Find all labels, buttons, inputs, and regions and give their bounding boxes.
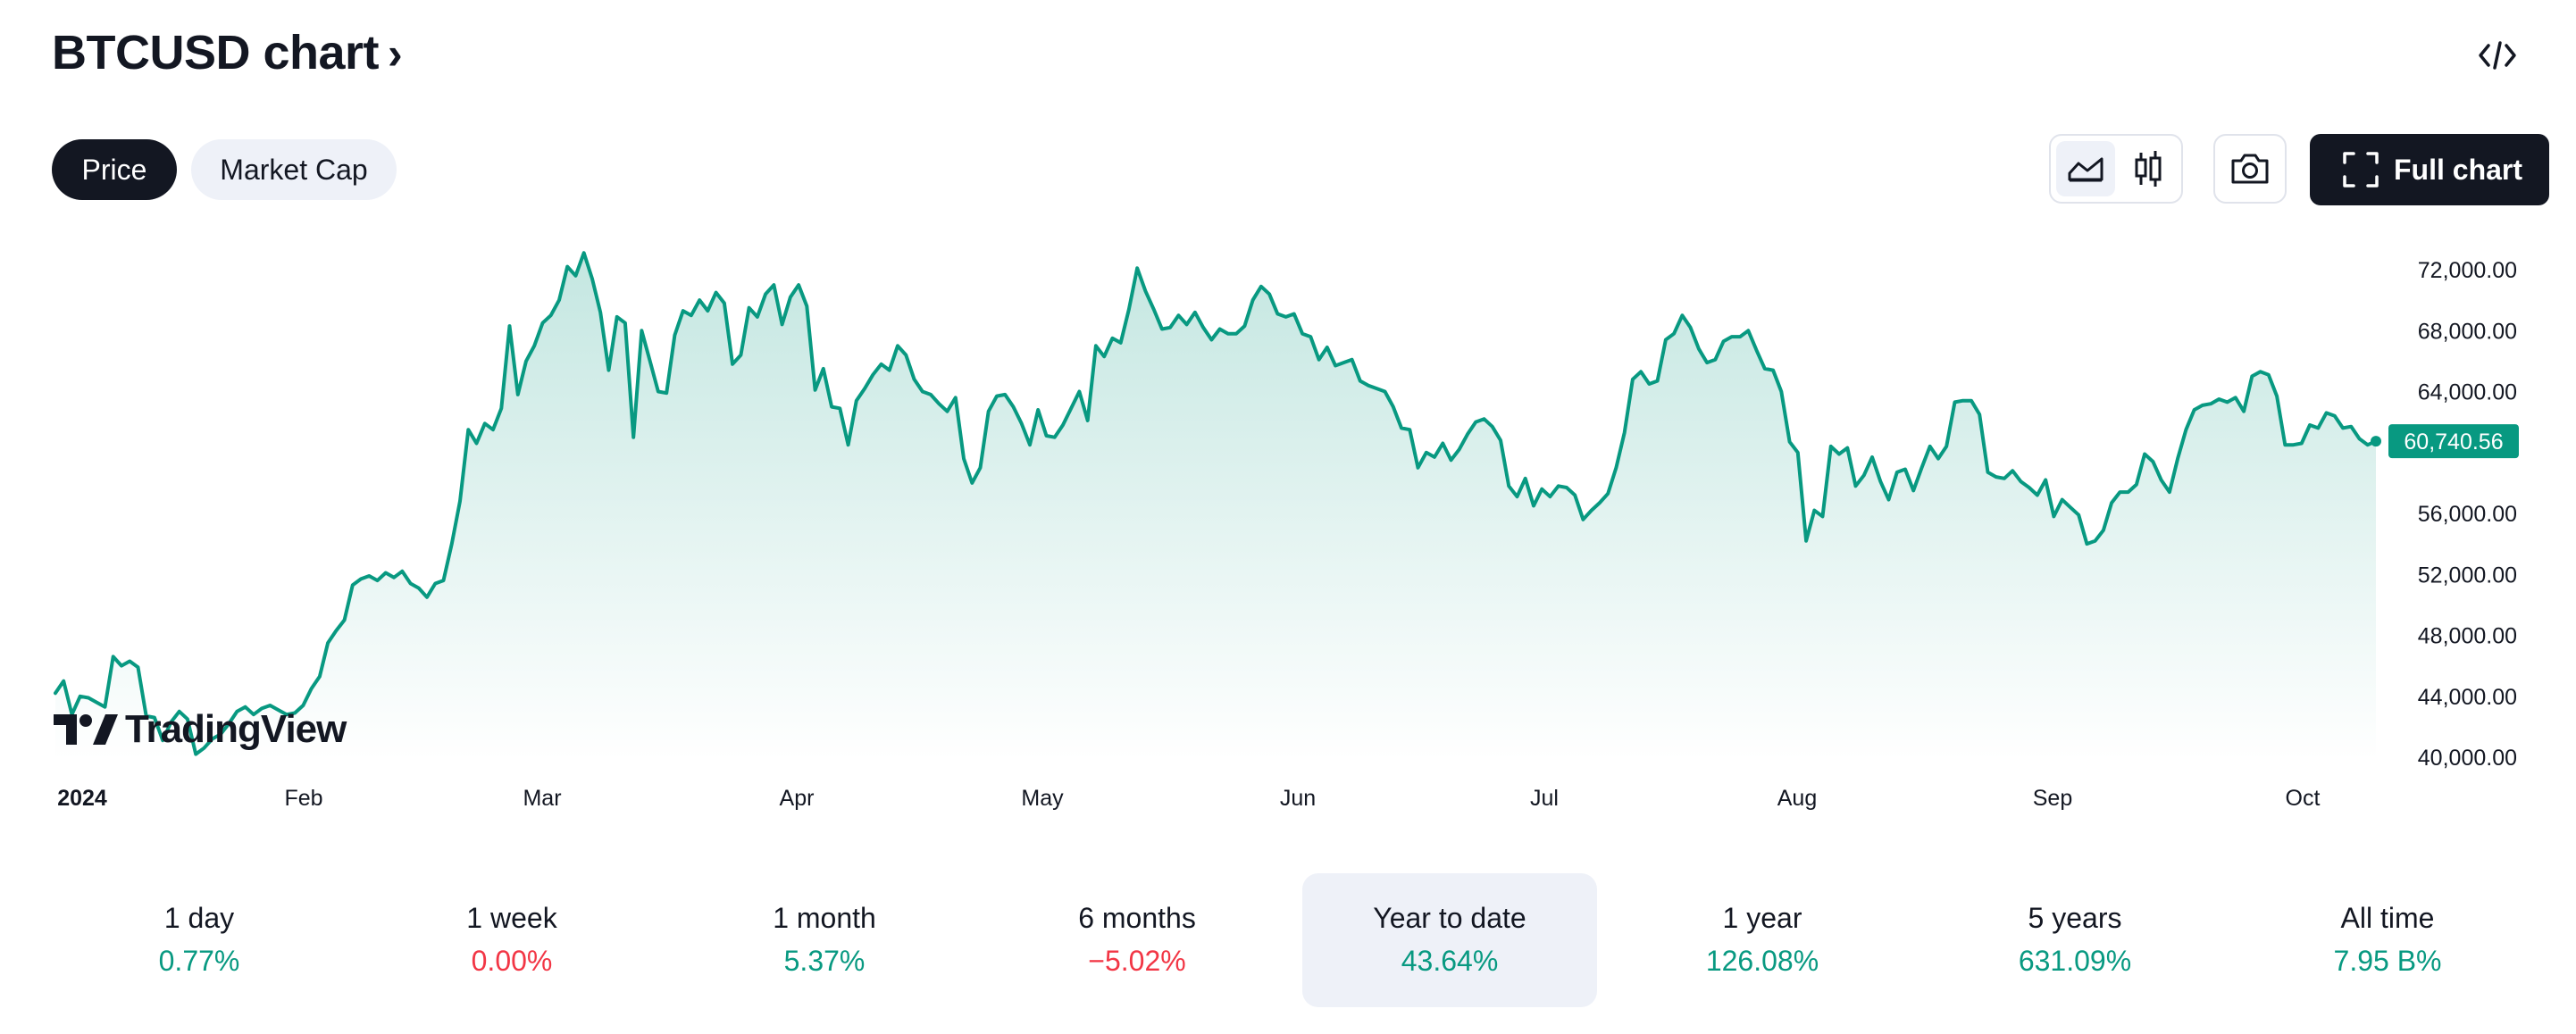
period-change: 0.00% [471,945,553,977]
y-tick-label: 72,000.00 [2418,258,2517,283]
period-1-week[interactable]: 1 week 0.00% [364,873,659,1007]
candlestick-icon[interactable] [2119,141,2178,196]
period-change: 126.08% [1705,945,1819,977]
period-label: All time [2340,902,2435,934]
period-change: −5.02% [1088,945,1186,977]
x-tick-label: Feb [284,786,322,811]
performance-periods: 1 day 0.77% 1 week 0.00% 1 month 5.37% 6… [52,873,2553,1007]
period-change: 0.77% [158,945,240,977]
page-title[interactable]: BTCUSD chart › [52,25,403,80]
last-price-dot [2371,436,2381,447]
x-tick-label: Oct [2286,786,2321,811]
tab-price-label: Price [81,153,147,186]
period-change: 7.95 B% [2333,945,2442,977]
full-chart-label: Full chart [2394,153,2523,186]
tab-market-cap[interactable]: Market Cap [191,139,397,200]
period-label: 1 year [1722,902,1802,934]
tradingview-logo[interactable]: TradingView [54,707,348,751]
price-area-fill [55,253,2376,761]
period-change: 43.64% [1401,945,1499,977]
x-tick-label: Aug [1777,786,1817,811]
period-6-months[interactable]: 6 months −5.02% [990,873,1284,1007]
period-label: Year to date [1373,902,1526,934]
period-label: 5 years [2028,902,2122,934]
y-axis: 72,000.00 68,000.00 64,000.00 56,000.00 52,0… [2418,258,2517,771]
last-price-label: 60,740.56 [2404,429,2503,454]
fullscreen-icon [2342,151,2379,188]
price-line [54,251,2378,756]
period-year-to-date[interactable]: Year to date 43.64% [1302,873,1597,1007]
y-tick-label: 44,000.00 [2418,685,2517,710]
code-brackets-icon[interactable] [2472,34,2522,77]
x-tick-label: Jul [1530,786,1559,811]
x-tick-label: Mar [523,786,561,811]
period-5-years[interactable]: 5 years 631.09% [1928,873,2222,1007]
x-tick-label: Jun [1280,786,1316,811]
x-tick-label: Sep [2033,786,2072,811]
chart-type-switcher [2049,134,2183,204]
y-tick-label: 56,000.00 [2418,502,2517,527]
tradingview-wordmark: TradingView [125,707,347,751]
x-tick-label: Apr [780,786,815,811]
chevron-right-icon[interactable]: › [388,29,403,79]
price-chart[interactable]: 72,000.00 68,000.00 64,000.00 56,000.00 52,0… [0,241,2576,830]
y-tick-label: 68,000.00 [2418,319,2517,344]
x-tick-label: 2024 [57,786,107,811]
period-1-month[interactable]: 1 month 5.37% [677,873,972,1007]
period-label: 1 month [773,902,876,934]
full-chart-button[interactable]: Full chart [2310,134,2549,205]
period-label: 1 week [466,902,557,934]
period-1-year[interactable]: 1 year 126.08% [1615,873,1910,1007]
camera-icon[interactable] [2213,134,2287,204]
period-label: 1 day [163,902,235,934]
y-tick-label: 64,000.00 [2418,380,2517,405]
x-axis: 2024 Feb Mar Apr May Jun Jul Aug Sep Oct [57,786,2320,811]
last-price-badge-bg [2388,424,2519,459]
period-label: 6 months [1078,902,1196,934]
page-title-text[interactable]: BTCUSD chart [52,26,380,79]
y-tick-label: 52,000.00 [2418,563,2517,588]
last-price-badge: 60,740.56 [2388,424,2519,459]
y-tick-label: 40,000.00 [2418,746,2517,771]
period-change: 5.37% [783,945,866,977]
period-change: 631.09% [2018,945,2132,977]
area-chart-icon[interactable] [2056,141,2115,196]
period-all-time[interactable]: All time 7.95 B% [2240,873,2535,1007]
tab-market-cap-label: Market Cap [220,153,368,186]
tab-price[interactable]: Price [52,139,177,200]
x-tick-label: May [1021,786,1064,811]
y-tick-label: 48,000.00 [2418,624,2517,649]
period-1-day[interactable]: 1 day 0.77% [52,873,347,1007]
